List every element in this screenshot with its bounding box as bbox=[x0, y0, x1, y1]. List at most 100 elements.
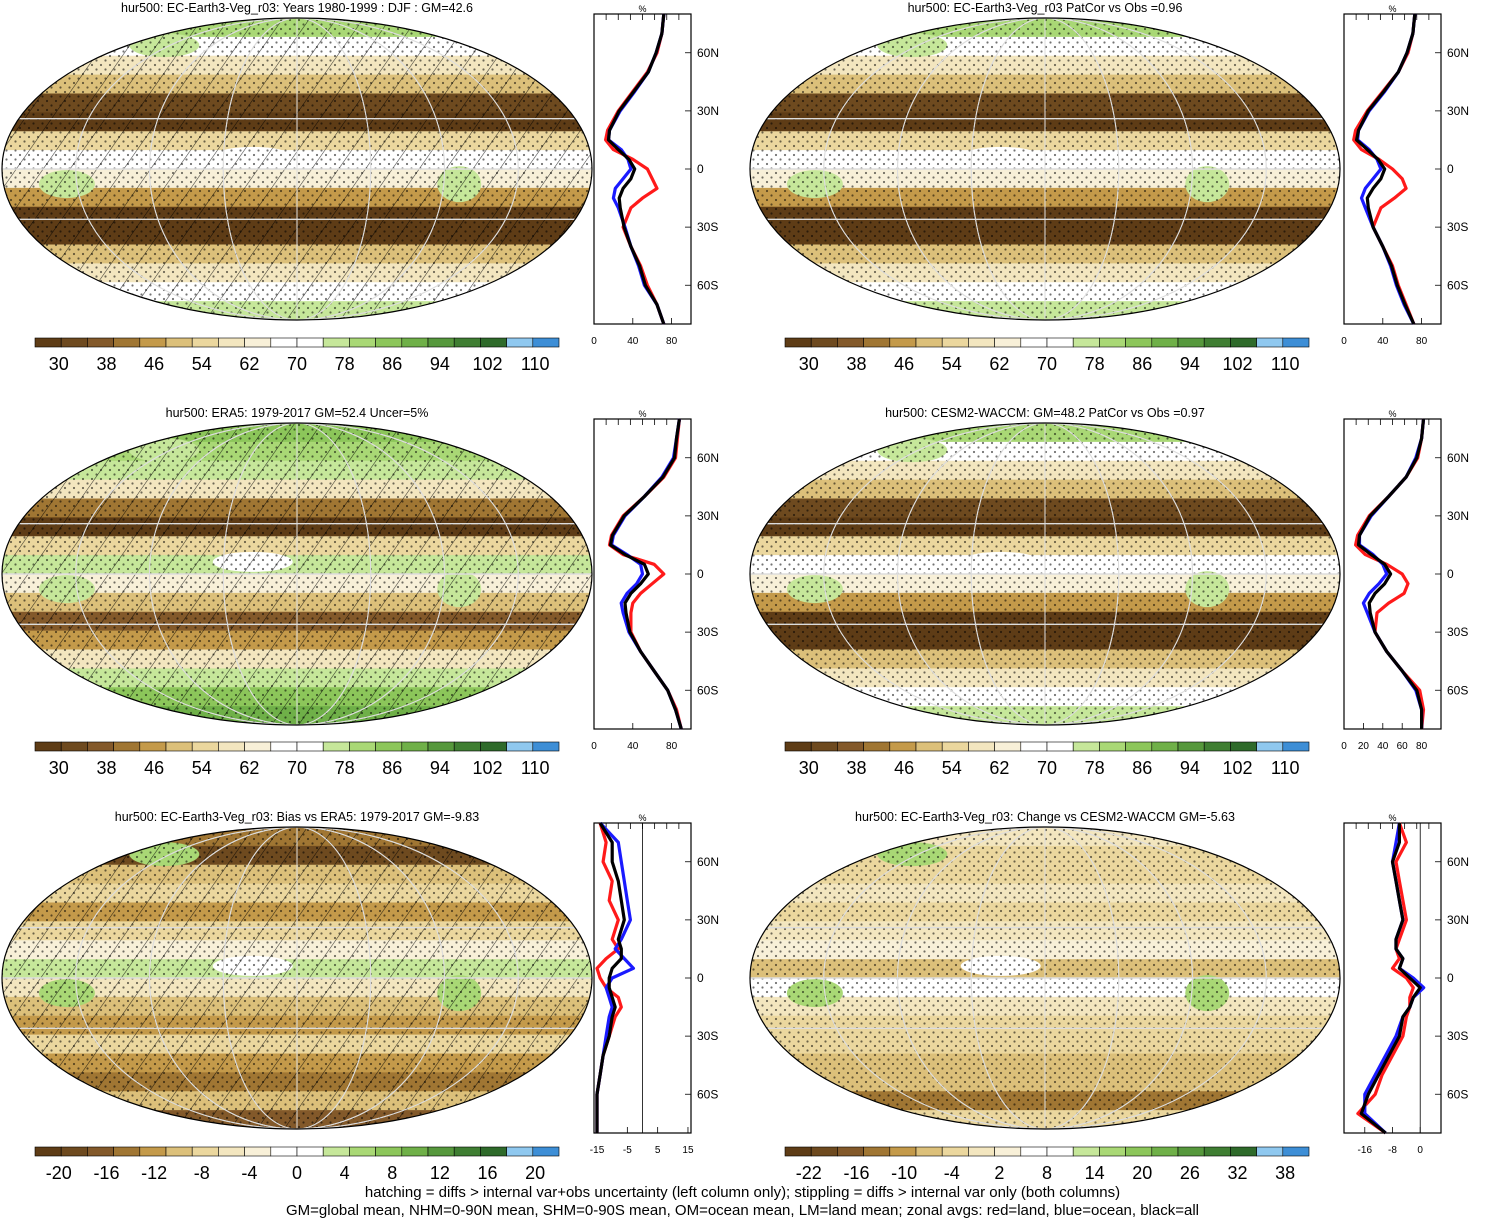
colorbar-tick-label: -16 bbox=[843, 1163, 869, 1183]
profile-x-label: 0 bbox=[591, 741, 597, 752]
profile-lat-label: 60S bbox=[697, 1087, 718, 1101]
colorbar-tick-label: 70 bbox=[1037, 758, 1057, 778]
colorbar-tick-label: 0 bbox=[292, 1163, 302, 1183]
panel-6: hur500: EC-Earth3-Veg_r03: Change vs CES… bbox=[750, 810, 1469, 1183]
profile-frame bbox=[1344, 419, 1441, 729]
colorbar-swatch bbox=[402, 338, 428, 347]
colorbar-swatch bbox=[507, 1147, 533, 1156]
colorbar-tick-label: 62 bbox=[989, 354, 1009, 374]
panel-title: hur500: EC-Earth3-Veg_r03 PatCor vs Obs … bbox=[908, 1, 1183, 15]
colorbar-swatch bbox=[61, 338, 87, 347]
colorbar-swatch bbox=[61, 1147, 87, 1156]
colorbar-swatch bbox=[942, 338, 968, 347]
colorbar-swatch bbox=[1126, 1147, 1152, 1156]
colorbar-tick-label: 94 bbox=[430, 758, 450, 778]
colorbar-swatch bbox=[995, 338, 1021, 347]
colorbar-swatch bbox=[376, 1147, 402, 1156]
colorbar-swatch bbox=[428, 742, 454, 751]
map-field bbox=[2, 18, 592, 321]
colorbar-swatch bbox=[1204, 1147, 1230, 1156]
profile-x-label: -16 bbox=[1358, 1145, 1373, 1156]
profile-unit: % bbox=[1388, 813, 1396, 823]
colorbar-swatch bbox=[1257, 338, 1283, 347]
colorbar-swatch bbox=[218, 1147, 244, 1156]
profile-unit: % bbox=[638, 4, 646, 14]
colorbar-swatch bbox=[890, 742, 916, 751]
panel-title: hur500: EC-Earth3-Veg_r03: Years 1980-19… bbox=[121, 1, 473, 15]
colorbar-swatch bbox=[192, 742, 218, 751]
colorbar-tick-label: 62 bbox=[989, 758, 1009, 778]
colorbar-tick-label: 70 bbox=[287, 758, 307, 778]
map-field bbox=[2, 827, 592, 1130]
colorbar-tick-label: 94 bbox=[1180, 354, 1200, 374]
profile-x-label: 0 bbox=[1341, 336, 1347, 347]
colorbar-swatch bbox=[995, 742, 1021, 751]
colorbar-tick-label: 110 bbox=[1271, 758, 1300, 778]
colorbar-tick-label: 12 bbox=[430, 1163, 450, 1183]
colorbar-swatch bbox=[271, 1147, 297, 1156]
colorbar-swatch bbox=[1204, 742, 1230, 751]
profile-lat-label: 60N bbox=[697, 855, 719, 869]
colorbar-tick-label: 54 bbox=[942, 354, 962, 374]
profile-x-label: 80 bbox=[1416, 336, 1428, 347]
colorbar-swatch bbox=[1178, 742, 1204, 751]
panel-4: hur500: CESM2-WACCM: GM=48.2 PatCor vs O… bbox=[750, 406, 1469, 778]
colorbar-swatch bbox=[1178, 338, 1204, 347]
footer-line-2: GM=global mean, NHM=0-90N mean, SHM=0-90… bbox=[0, 1202, 1485, 1219]
profile-lat-label: 60S bbox=[1447, 683, 1468, 697]
profile-unit: % bbox=[1388, 409, 1396, 419]
colorbar-swatch bbox=[376, 338, 402, 347]
colorbar-swatch bbox=[916, 742, 942, 751]
colorbar-swatch bbox=[1047, 742, 1073, 751]
colorbar-swatch bbox=[166, 1147, 192, 1156]
colorbar-swatch bbox=[1257, 1147, 1283, 1156]
colorbar-tick-label: 110 bbox=[521, 758, 550, 778]
colorbar-swatch bbox=[35, 338, 61, 347]
colorbar-swatch bbox=[942, 742, 968, 751]
colorbar-tick-label: 54 bbox=[192, 758, 212, 778]
profile-lat-label: 60S bbox=[1447, 1087, 1468, 1101]
profile-lat-label: 0 bbox=[1447, 567, 1454, 581]
colorbar-tick-label: 38 bbox=[1275, 1163, 1295, 1183]
colorbar-tick-label: 102 bbox=[1223, 758, 1253, 778]
colorbar-tick-label: 62 bbox=[239, 354, 259, 374]
profile-lat-label: 0 bbox=[697, 971, 704, 985]
colorbar-swatch bbox=[297, 1147, 323, 1156]
profile-lat-label: 60N bbox=[697, 451, 719, 465]
colorbar-swatch bbox=[454, 338, 480, 347]
colorbar-tick-label: 86 bbox=[1132, 354, 1152, 374]
colorbar-swatch bbox=[968, 338, 994, 347]
colorbar-swatch bbox=[864, 1147, 890, 1156]
colorbar-tick-label: 38 bbox=[846, 758, 866, 778]
colorbar-tick-label: 8 bbox=[1042, 1163, 1052, 1183]
colorbar-swatch bbox=[533, 1147, 559, 1156]
colorbar-tick-label: 8 bbox=[387, 1163, 397, 1183]
profile-lat-label: 30S bbox=[1447, 220, 1468, 234]
colorbar-swatch bbox=[785, 338, 811, 347]
colorbar-tick-label: 78 bbox=[1085, 354, 1105, 374]
colorbar-swatch bbox=[140, 1147, 166, 1156]
profile-lat-label: 30S bbox=[1447, 625, 1468, 639]
map-field bbox=[2, 423, 592, 726]
colorbar-tick-label: -16 bbox=[93, 1163, 119, 1183]
colorbar-swatch bbox=[297, 338, 323, 347]
profile-x-label: 40 bbox=[627, 741, 639, 752]
colorbar-swatch bbox=[480, 742, 506, 751]
colorbar-swatch bbox=[1073, 1147, 1099, 1156]
profile-lat-label: 0 bbox=[1447, 162, 1454, 176]
colorbar-tick-label: 46 bbox=[894, 354, 914, 374]
panel-1: hur500: EC-Earth3-Veg_r03: Years 1980-19… bbox=[2, 1, 719, 374]
profile-x-label: -5 bbox=[623, 1145, 632, 1156]
colorbar-swatch bbox=[87, 742, 113, 751]
colorbar-swatch bbox=[140, 742, 166, 751]
profile-unit: % bbox=[1388, 4, 1396, 14]
colorbar-swatch bbox=[942, 1147, 968, 1156]
